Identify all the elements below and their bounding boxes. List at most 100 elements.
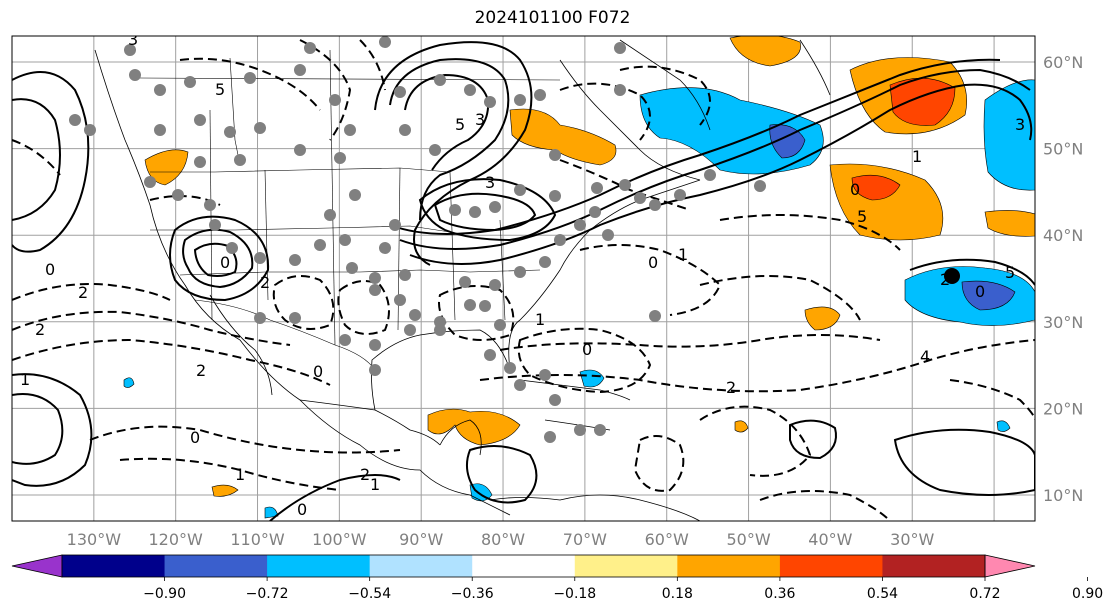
negative-anomaly-shade [123, 377, 135, 388]
dashed-contours [12, 39, 1035, 521]
station-dot [614, 42, 626, 54]
colorbar [11, 554, 1036, 578]
contour-label: 5 [215, 80, 225, 99]
station-dot [554, 234, 566, 246]
colorbar-tick-label: 0.90 [1072, 586, 1103, 602]
station-dot [539, 256, 551, 268]
station-dot [194, 114, 206, 126]
contour-label: 2 [196, 361, 206, 380]
station-dot [344, 124, 356, 136]
station-dot [409, 309, 421, 321]
positive-anomaly-shade [734, 420, 749, 433]
station-dot [464, 84, 476, 96]
longitude-label: 80°W [481, 530, 525, 549]
colorbar-tick-label: 0.54 [867, 586, 898, 602]
contour-label: 2 [35, 320, 45, 339]
positive-anomaly-strong [851, 174, 901, 201]
positive-anomaly-shade [427, 408, 521, 446]
station-dot [339, 234, 351, 246]
station-dot [539, 369, 551, 381]
station-dot [484, 96, 496, 108]
latitude-label: 60°N [1043, 53, 1083, 72]
station-dot [602, 229, 614, 241]
contour-label: 1 [235, 465, 245, 484]
station-dot [574, 219, 586, 231]
contour-label: 3 [1015, 115, 1025, 134]
latitude-label: 30°N [1043, 313, 1083, 332]
contour-label: 2 [726, 378, 736, 397]
station-dot [204, 199, 216, 211]
station-dot [614, 84, 626, 96]
negative-anomaly-shade [579, 369, 605, 388]
colorbar-tick-label: 0.72 [969, 586, 1000, 602]
station-dot [549, 190, 561, 202]
station-dot [369, 339, 381, 351]
contour-label: 0 [297, 500, 307, 519]
station-dot [324, 209, 336, 221]
longitude-label: 120°W [149, 530, 204, 549]
negative-anomaly-shade [996, 420, 1011, 432]
station-dot [494, 319, 506, 331]
contour-label: 2 [360, 465, 370, 484]
station-dot [634, 192, 646, 204]
colorbar-tick-label: −0.72 [246, 586, 289, 602]
station-dot [339, 334, 351, 346]
station-dot [514, 379, 526, 391]
station-dot [69, 114, 81, 126]
station-dot [129, 69, 141, 81]
colorbar-tick-label: −0.36 [451, 586, 494, 602]
station-dot [514, 266, 526, 278]
contour-label: 1 [20, 370, 30, 389]
station-dot [194, 156, 206, 168]
contour-label: 5 [857, 207, 867, 226]
station-dot [469, 206, 481, 218]
longitude-labels: 130°W 120°W 110°W 100°W 90°W 80°W 70°W 60°W 50°W… [67, 530, 935, 549]
station-dot [549, 394, 561, 406]
positive-anomaly-shade [509, 108, 617, 166]
negative-anomaly-strong [961, 280, 1016, 311]
station-dot [234, 154, 246, 166]
colorbar-tick-label: 0.36 [764, 586, 795, 602]
latitude-label: 20°N [1043, 399, 1083, 418]
station-dot [434, 324, 446, 336]
contour-label: 1 [912, 147, 922, 166]
station-dot [329, 94, 341, 106]
contour-label: 1 [535, 310, 545, 329]
station-dot [369, 284, 381, 296]
longitude-label: 30°W [890, 530, 934, 549]
station-dot [484, 349, 496, 361]
contour-label: 0 [190, 428, 200, 447]
station-dot [84, 124, 96, 136]
colorbar-segment [472, 555, 576, 577]
station-dot [674, 189, 686, 201]
contour-label: 3 [475, 110, 485, 129]
station-dot [289, 312, 301, 324]
colorbar-segment [882, 555, 986, 577]
colorbar-max-extension [984, 554, 1036, 578]
latitude-label: 40°N [1043, 226, 1083, 245]
station-dot [224, 126, 236, 138]
station-dot [399, 124, 411, 136]
longitude-label: 100°W [312, 530, 367, 549]
station-dot [514, 184, 526, 196]
longitude-label: 130°W [67, 530, 122, 549]
contour-label: 3 [485, 173, 495, 192]
colorbar-segment [574, 555, 678, 577]
longitude-label: 40°W [808, 530, 852, 549]
station-dot [294, 64, 306, 76]
contour-label: 0 [220, 253, 230, 272]
contour-label: 1 [678, 245, 688, 264]
colorbar-tick-label: −0.90 [143, 586, 186, 602]
positive-anomaly-shade [729, 36, 801, 67]
station-dot [504, 362, 516, 374]
coastlines [94, 39, 831, 521]
shaded-anomalies [123, 36, 1035, 519]
station-dot [379, 242, 391, 254]
station-dot [369, 364, 381, 376]
station-dot [304, 42, 316, 54]
station-dot [429, 144, 441, 156]
colorbar-segment [779, 555, 883, 577]
latitude-label: 10°N [1043, 486, 1083, 505]
station-dot [649, 310, 661, 322]
